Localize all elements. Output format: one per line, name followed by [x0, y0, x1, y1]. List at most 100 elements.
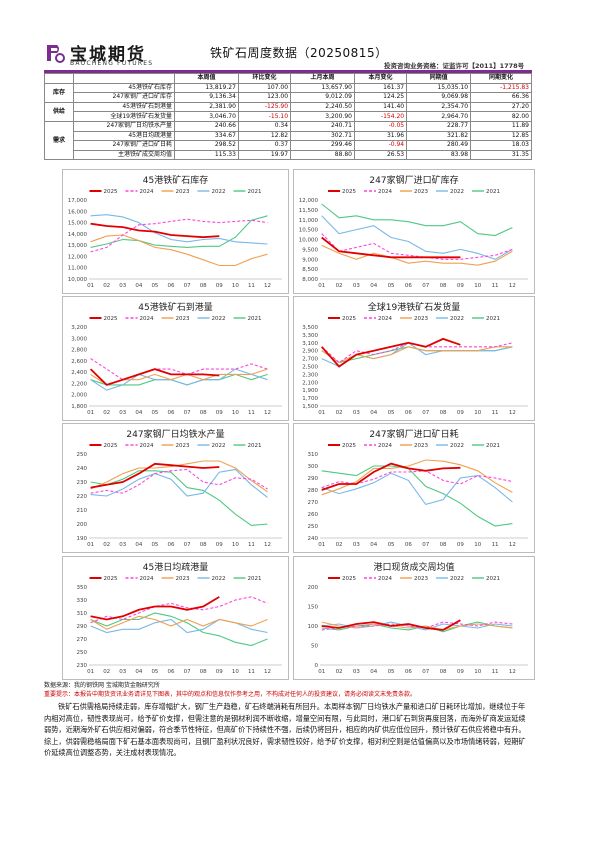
table-cell: 12.85	[470, 130, 532, 142]
x-tick-label: 10	[232, 542, 239, 548]
series-line-2024	[90, 218, 268, 253]
legend-label: 2023	[176, 189, 190, 195]
x-tick-label: 02	[103, 542, 110, 548]
y-tick-label: 3,200	[71, 325, 87, 331]
table-cell: -0.94	[353, 140, 408, 151]
y-tick-label: 3,100	[302, 341, 318, 347]
table-body: 库存 45港铁矿石库存 13,819.27 107.00 13,657.90 161.37…	[44, 82, 532, 161]
y-tick-label: 250	[77, 452, 88, 458]
y-tick-label: 300	[308, 464, 319, 470]
y-tick-label: 14,000	[68, 232, 88, 238]
table-cell: 13,819.27	[174, 82, 239, 94]
table-cell: -154.20	[353, 111, 408, 122]
chart-title: 45港铁矿石库存	[143, 174, 208, 186]
x-tick-label: 08	[200, 283, 207, 289]
table-category-cell: 需求	[44, 120, 74, 161]
x-tick-label: 04	[135, 669, 142, 675]
x-tick-label: 12	[509, 669, 516, 675]
chart-mill-inventory: 247家钢厂进口矿库存 2025 2024 2023 2022 2021 8,000 8,50…	[299, 174, 528, 289]
series-line-2021	[321, 465, 513, 527]
x-tick-label: 08	[200, 410, 207, 416]
x-tick-label: 01	[318, 669, 325, 675]
x-tick-label: 06	[405, 542, 412, 548]
y-tick-label: 290	[308, 476, 319, 482]
table-row: 供给 45港铁矿石到港量 2,381.90 -125.90 2,240.50 141.40…	[44, 101, 532, 122]
chart-title: 45港铁矿石到港量	[138, 301, 212, 313]
table-row-label: 全球19港铁矿石发货量	[73, 111, 175, 122]
legend-label: 2022	[450, 576, 464, 582]
table-cell: 141.40	[353, 101, 408, 113]
table-row: 需求 247家钢厂日均铁水产量 240.66 0.34 240.71 -0.05 228.7…	[44, 120, 532, 161]
legend-label: 2022	[450, 189, 464, 195]
x-tick-label: 10	[474, 410, 481, 416]
x-tick-label: 07	[422, 410, 429, 416]
legend-label: 2025	[342, 443, 356, 449]
y-tick-label: 16,000	[68, 209, 88, 215]
table-row: 全球19港铁矿石发货量 3,046.70 -15.10 3,200.90 -154.20…	[45, 111, 532, 122]
y-tick-label: 8,000	[302, 277, 318, 283]
y-tick-label: 200	[77, 522, 88, 528]
x-tick-label: 04	[135, 410, 142, 416]
y-tick-label: 280	[308, 488, 319, 494]
table-cell: 9,136.34	[174, 92, 239, 103]
legend-label: 2023	[176, 576, 190, 582]
x-tick-label: 11	[492, 410, 499, 416]
y-tick-label: 240	[308, 536, 319, 542]
logo-text-en: BAOCHENG FUTURES	[70, 60, 154, 67]
table-cell: 12.82	[237, 130, 292, 142]
legend-label: 2022	[212, 576, 226, 582]
x-tick-label: 11	[248, 669, 255, 675]
y-tick-label: 2,900	[302, 349, 318, 355]
y-tick-label: 270	[77, 637, 88, 643]
legend-label: 2025	[104, 443, 118, 449]
legend-label: 2024	[140, 443, 154, 449]
x-tick-label: 05	[151, 283, 158, 289]
x-tick-label: 05	[388, 542, 395, 548]
series-line-2025	[90, 222, 220, 239]
x-tick-label: 12	[509, 542, 516, 548]
table-row-label: 45港日均疏港量	[73, 130, 175, 142]
chart-title: 247家钢厂进口矿库存	[369, 174, 458, 186]
y-tick-label: 350	[77, 585, 88, 591]
table-row-label: 247家钢厂进口矿日耗	[73, 140, 175, 151]
x-tick-label: 09	[457, 669, 464, 675]
x-tick-label: 01	[87, 410, 94, 416]
x-tick-label: 09	[216, 542, 223, 548]
series-line-2023	[90, 615, 268, 630]
table-header-cell: 同期值	[406, 73, 472, 84]
table-header-label	[73, 73, 175, 84]
legend-label: 2025	[104, 316, 118, 322]
table-header-row: 本周值 环比变化 上月本周 本月变化 同期值 同期变化	[44, 73, 532, 84]
table-cell: 280.49	[406, 140, 472, 151]
legend-label: 2022	[450, 316, 464, 322]
table-cell: 26.53	[353, 149, 408, 161]
y-tick-label: 2,300	[302, 372, 318, 378]
y-tick-label: 150	[308, 605, 319, 611]
chart-port-clearance: 45港日均疏港量 2025 2024 2023 2022 2021 230 250 270 290…	[77, 561, 282, 675]
y-tick-label: 11,000	[299, 218, 319, 224]
series-line-2021	[90, 215, 268, 248]
y-tick-label: 11,000	[68, 266, 88, 272]
chart-title: 港口现货成交周均值	[373, 561, 454, 573]
series-line-2025	[321, 619, 461, 631]
legend-label: 2021	[248, 189, 262, 195]
x-tick-label: 07	[422, 283, 429, 289]
y-tick-label: 1,800	[71, 404, 87, 410]
table-cell: 2,964.70	[406, 111, 472, 122]
x-tick-label: 04	[370, 410, 377, 416]
x-tick-label: 12	[264, 542, 271, 548]
x-tick-label: 03	[119, 410, 126, 416]
x-tick-label: 05	[151, 410, 158, 416]
table-cell: 83.98	[406, 149, 472, 161]
table-cell: 2,354.70	[406, 101, 472, 113]
y-tick-label: 240	[77, 466, 88, 472]
series-line-2023	[321, 459, 513, 496]
table-cell: 2,381.90	[174, 101, 239, 113]
table-row: 247家钢厂进口矿日耗 298.52 0.37 299.46 -0.94 280.49 18…	[45, 140, 532, 151]
y-tick-label: 2,600	[71, 359, 87, 365]
table-row: 45港日均疏港量 334.67 12.82 302.71 31.96 321.82 12.8…	[45, 130, 532, 142]
table-cell: 19.97	[237, 149, 292, 161]
header-rule	[44, 70, 532, 73]
y-tick-label: 10,000	[68, 277, 88, 283]
table-cell: 3,200.90	[290, 111, 355, 122]
